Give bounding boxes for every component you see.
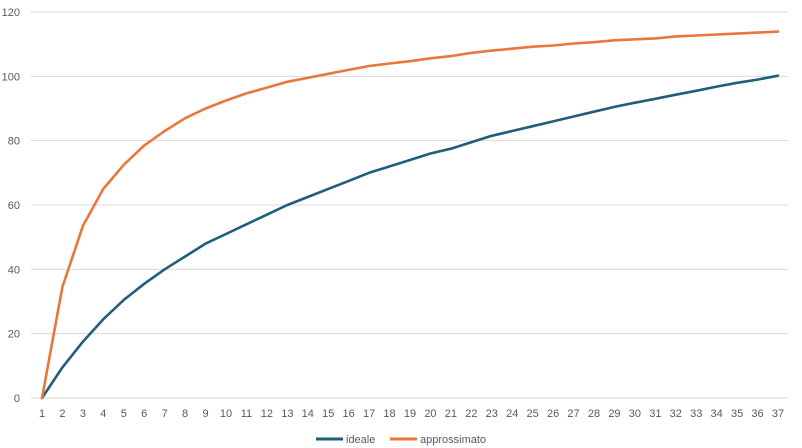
x-tick-label: 10 — [220, 408, 232, 420]
y-tick-label: 60 — [8, 200, 20, 212]
x-tick-label: 27 — [567, 408, 579, 420]
y-axis-ticks: 0 20 40 60 80 100 120 — [2, 7, 20, 405]
x-tick-label: 33 — [690, 408, 702, 420]
x-tick-label: 8 — [182, 408, 188, 420]
x-tick-label: 18 — [383, 408, 395, 420]
x-tick-label: 32 — [670, 408, 682, 420]
x-tick-label: 12 — [261, 408, 273, 420]
x-tick-label: 19 — [404, 408, 416, 420]
y-tick-label: 40 — [8, 264, 20, 276]
x-tick-label: 22 — [465, 408, 477, 420]
y-tick-label: 120 — [2, 7, 20, 19]
x-tick-label: 13 — [281, 408, 293, 420]
x-tick-label: 28 — [588, 408, 600, 420]
x-tick-label: 23 — [486, 408, 498, 420]
x-tick-label: 4 — [100, 408, 106, 420]
x-tick-label: 20 — [424, 408, 436, 420]
x-tick-label: 3 — [80, 408, 86, 420]
x-tick-label: 5 — [121, 408, 127, 420]
y-tick-label: 100 — [2, 71, 20, 83]
x-tick-label: 21 — [445, 408, 457, 420]
series-line-approssimato — [40, 30, 780, 400]
x-axis-ticks: 1 2 3 4 5 6 7 8 9 10 11 12 13 14 15 16 17 18 19 20 21 22 23 24 2… — [39, 408, 784, 420]
series-line-ideale — [40, 74, 780, 400]
x-tick-label: 9 — [202, 408, 208, 420]
x-tick-label: 37 — [772, 408, 784, 420]
x-tick-label: 7 — [162, 408, 168, 420]
y-tick-label: 0 — [14, 393, 20, 405]
y-tick-label: 20 — [8, 329, 20, 341]
x-tick-label: 34 — [711, 408, 723, 420]
series-lines — [40, 30, 780, 400]
x-tick-label: 35 — [731, 408, 743, 420]
legend-label-approssimato: approssimato — [420, 434, 486, 446]
x-tick-label: 26 — [547, 408, 559, 420]
x-tick-label: 17 — [363, 408, 375, 420]
x-tick-label: 16 — [343, 408, 355, 420]
gridlines — [31, 11, 788, 399]
x-tick-label: 6 — [141, 408, 147, 420]
x-tick-label: 30 — [629, 408, 641, 420]
y-tick-label: 80 — [8, 136, 20, 148]
x-tick-label: 25 — [527, 408, 539, 420]
x-tick-label: 36 — [751, 408, 763, 420]
x-tick-label: 11 — [241, 408, 252, 420]
x-tick-label: 29 — [608, 408, 620, 420]
x-tick-label: 31 — [649, 408, 661, 420]
x-tick-label: 1 — [39, 408, 45, 420]
x-tick-label: 24 — [506, 408, 518, 420]
x-tick-label: 2 — [59, 408, 65, 420]
x-tick-label: 15 — [322, 408, 334, 420]
legend-label-ideale: ideale — [346, 434, 375, 446]
x-tick-label: 14 — [302, 408, 314, 420]
legend: ideale approssimato — [316, 434, 486, 446]
